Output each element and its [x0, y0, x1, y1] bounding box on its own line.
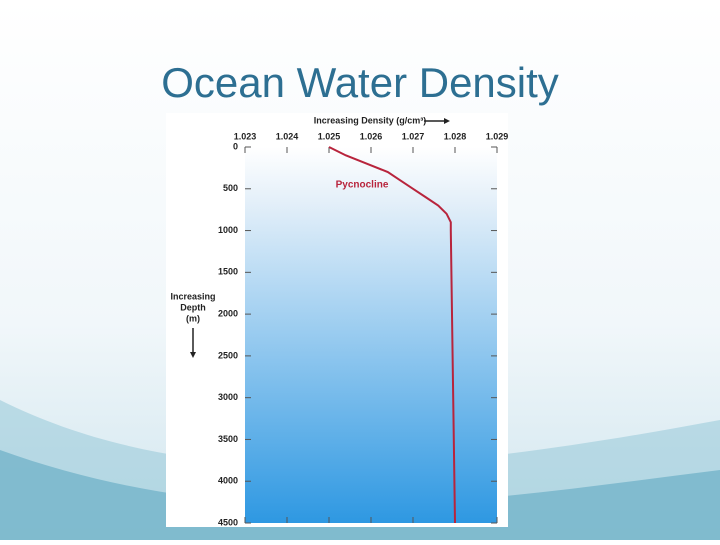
annotation: Pycnocline [336, 180, 389, 191]
arrow-head [190, 352, 196, 358]
y-tick-label: 500 [223, 183, 238, 193]
y-tick-label: 1500 [218, 267, 238, 277]
y-axis-label: (m) [186, 313, 200, 323]
y-tick-label: 4000 [218, 476, 238, 486]
y-tick-label: 3000 [218, 392, 238, 402]
y-tick-label: 0 [233, 141, 238, 151]
x-tick-label: 1.029 [486, 131, 509, 141]
y-tick-label: 2500 [218, 350, 238, 360]
y-tick-label: 2000 [218, 308, 238, 318]
arrow-head [444, 118, 450, 124]
x-tick-label: 1.026 [360, 131, 383, 141]
x-tick-label: 1.024 [276, 131, 299, 141]
density-line [328, 146, 456, 524]
y-axis-label: Increasing [170, 291, 215, 301]
x-tick-label: 1.023 [234, 131, 257, 141]
x-tick-label: 1.025 [318, 131, 341, 141]
y-tick-label: 4500 [218, 517, 238, 527]
y-tick-label: 1000 [218, 225, 238, 235]
x-tick-label: 1.027 [402, 131, 425, 141]
y-tick-label: 3500 [218, 434, 238, 444]
y-axis-label: Depth [180, 302, 206, 312]
x-axis-label: Increasing Density (g/cm³) [314, 115, 427, 125]
slide-title: Ocean Water Density [161, 59, 559, 106]
plot-area [245, 147, 497, 523]
x-tick-label: 1.028 [444, 131, 467, 141]
